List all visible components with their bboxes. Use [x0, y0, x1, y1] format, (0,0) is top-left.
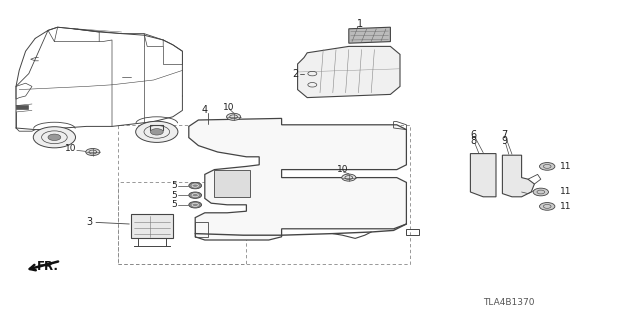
Text: 2: 2	[292, 68, 299, 79]
Circle shape	[533, 188, 548, 196]
Bar	[214, 170, 250, 197]
Text: 5: 5	[172, 191, 177, 200]
Polygon shape	[189, 118, 406, 240]
Text: 8: 8	[470, 136, 477, 147]
Text: 11: 11	[560, 162, 572, 171]
Text: 6: 6	[470, 130, 477, 140]
Text: 11: 11	[560, 202, 572, 211]
Text: 9: 9	[501, 136, 508, 147]
Text: FR.: FR.	[37, 260, 59, 273]
Polygon shape	[502, 155, 534, 197]
Text: TLA4B1370: TLA4B1370	[483, 298, 534, 307]
Polygon shape	[470, 154, 496, 197]
Bar	[118, 182, 246, 264]
Circle shape	[48, 134, 61, 140]
Circle shape	[342, 174, 356, 181]
Text: 11: 11	[560, 188, 572, 196]
Circle shape	[189, 202, 202, 208]
Polygon shape	[349, 27, 390, 43]
Bar	[16, 105, 28, 109]
Circle shape	[189, 182, 202, 189]
Circle shape	[136, 121, 178, 142]
Bar	[118, 125, 410, 264]
Text: 3: 3	[86, 217, 93, 228]
Circle shape	[33, 127, 76, 148]
Circle shape	[540, 203, 555, 210]
Text: 10: 10	[65, 144, 77, 153]
Circle shape	[86, 148, 100, 156]
Text: 5: 5	[172, 200, 177, 209]
Bar	[131, 214, 173, 238]
Text: 10: 10	[337, 165, 349, 174]
Text: 1: 1	[357, 19, 364, 29]
Text: 4: 4	[202, 105, 208, 116]
Circle shape	[227, 113, 241, 120]
Polygon shape	[298, 46, 400, 98]
Text: 5: 5	[172, 181, 177, 190]
Circle shape	[150, 129, 163, 135]
Text: 10: 10	[223, 103, 234, 112]
Text: 7: 7	[501, 130, 508, 140]
Circle shape	[189, 192, 202, 198]
Circle shape	[540, 163, 555, 170]
